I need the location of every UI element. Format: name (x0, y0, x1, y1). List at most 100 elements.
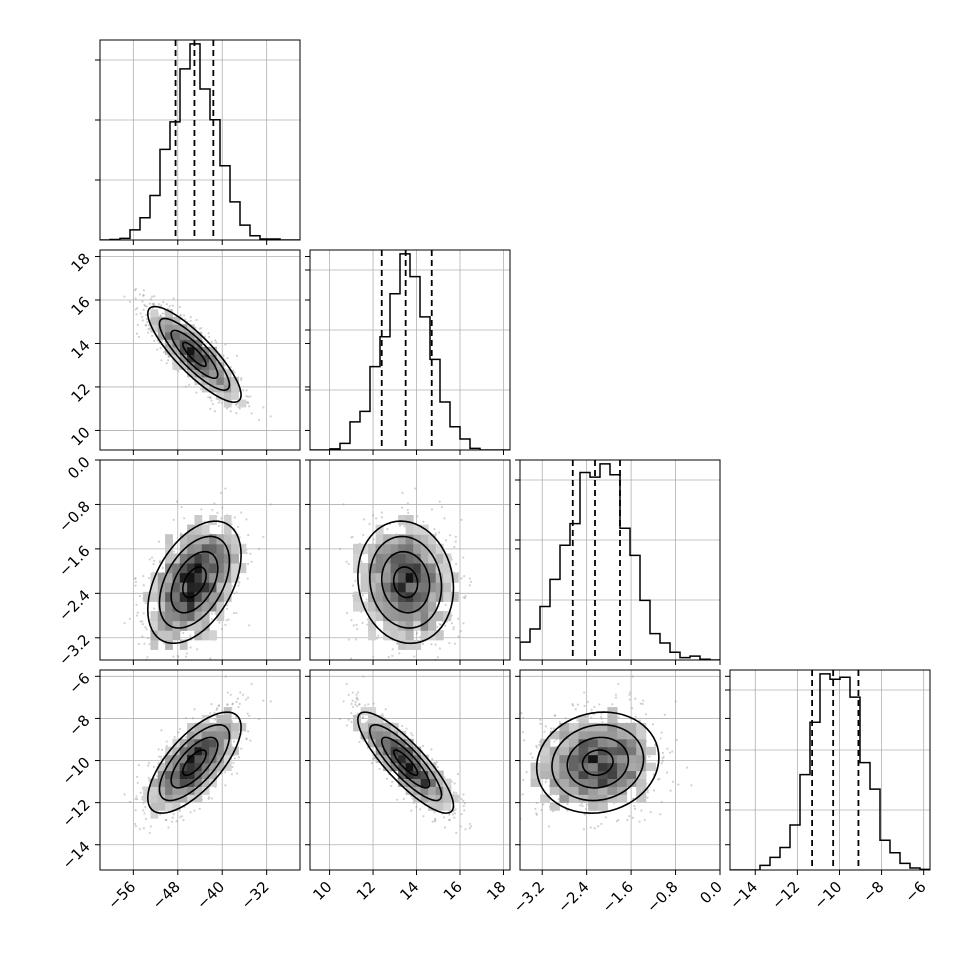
sample-point (462, 799, 465, 802)
sample-point (237, 584, 240, 587)
sample-point (134, 797, 137, 801)
sample-point (165, 677, 167, 679)
panel-content (310, 460, 510, 679)
sample-point (149, 298, 152, 301)
sample-point (139, 312, 142, 315)
sample-point (459, 629, 462, 633)
sample-point (438, 531, 441, 534)
sample-point (182, 631, 185, 635)
sample-point (269, 700, 272, 703)
sample-point (198, 672, 200, 674)
contour-level-2 (158, 317, 231, 392)
density-cell (368, 553, 377, 564)
density-cell (165, 346, 173, 355)
density-cell (223, 399, 232, 408)
sample-point (246, 562, 250, 566)
sample-point (452, 809, 456, 812)
sample-point (167, 359, 170, 362)
sample-point (209, 712, 212, 715)
sample-point (134, 825, 138, 828)
sample-point (179, 314, 182, 317)
panel-content (520, 460, 720, 660)
density-cell (201, 601, 210, 612)
sample-point (231, 703, 234, 706)
sample-point (133, 577, 137, 580)
density-cell (231, 722, 239, 732)
density-cell (187, 754, 195, 764)
density-cell (231, 553, 239, 564)
contour-level-0 (392, 566, 419, 599)
sample-point (361, 621, 364, 625)
density-cell (165, 802, 173, 811)
sample-point (200, 326, 203, 330)
density-cell (375, 553, 384, 564)
sample-point (234, 403, 238, 406)
density-cell (179, 324, 188, 333)
sample-point (215, 707, 219, 710)
sample-point (128, 617, 132, 620)
sample-point (398, 674, 400, 676)
contour-level-1 (170, 736, 219, 789)
density-cell (194, 331, 203, 340)
density-cell (157, 572, 166, 583)
sample-point (370, 762, 373, 765)
density-cell (223, 563, 232, 574)
sample-point (144, 805, 147, 809)
density-cell (179, 553, 188, 564)
density-cell (209, 762, 217, 772)
sample-point (180, 815, 184, 818)
sample-point (162, 301, 165, 304)
density-cell (201, 582, 210, 593)
sample-point (143, 812, 146, 815)
density-cell (360, 572, 369, 583)
density-cell (216, 354, 225, 363)
density-cell (165, 316, 173, 325)
sample-point (412, 677, 414, 679)
density-cell (187, 786, 195, 795)
density-cell (209, 354, 217, 363)
density-cell (353, 553, 362, 564)
panel-2-0 (99, 459, 301, 679)
sample-point (464, 594, 467, 598)
sample-point (462, 622, 465, 625)
density-cell (223, 369, 232, 378)
sample-point (138, 828, 141, 831)
density-cell (165, 309, 173, 318)
panel-content (100, 670, 300, 870)
sample-point (238, 702, 241, 705)
density-cell (179, 778, 188, 787)
density-cell (375, 563, 384, 574)
sample-point (183, 314, 186, 317)
density-cell (231, 376, 239, 385)
sample-point (248, 714, 251, 718)
density-cell (201, 543, 210, 554)
sample-point (147, 324, 151, 327)
sample-point (163, 642, 166, 645)
panel-content (100, 460, 300, 679)
sample-point (240, 378, 243, 382)
density-cell (435, 591, 444, 602)
density-cell (375, 582, 384, 593)
density-cell (157, 630, 166, 641)
density-cell (216, 754, 225, 764)
density-cell (360, 563, 369, 574)
sample-point (165, 740, 168, 743)
density-cell (157, 794, 166, 803)
sample-point (153, 339, 156, 343)
density-cell (201, 591, 210, 602)
sample-point (144, 323, 148, 327)
density-cell (209, 369, 217, 378)
sample-point (375, 517, 378, 520)
sample-point (145, 628, 148, 631)
density-cell (194, 730, 203, 740)
sample-point (229, 410, 232, 413)
sample-point (226, 357, 229, 360)
sample-point (209, 407, 212, 410)
sample-point (415, 805, 418, 808)
sample-point (128, 300, 132, 303)
density-cell (187, 611, 195, 622)
sample-point (237, 756, 240, 759)
sample-point (235, 772, 239, 775)
density-cell (398, 630, 407, 641)
